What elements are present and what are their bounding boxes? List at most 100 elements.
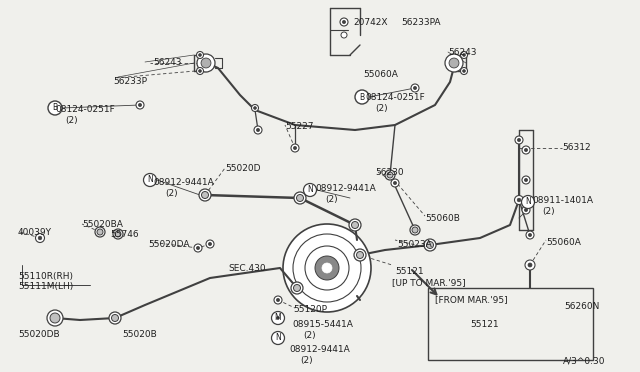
Circle shape (426, 241, 433, 248)
Text: 08915-5441A: 08915-5441A (292, 320, 353, 329)
Text: 56243: 56243 (153, 58, 182, 67)
Text: 55023A: 55023A (397, 240, 432, 249)
Text: 55020DA: 55020DA (148, 240, 189, 249)
Text: (2): (2) (300, 356, 312, 365)
Circle shape (558, 303, 572, 317)
Circle shape (411, 84, 419, 92)
Circle shape (385, 170, 395, 180)
Text: SEC.430: SEC.430 (228, 264, 266, 273)
Circle shape (293, 234, 361, 302)
Circle shape (209, 243, 212, 246)
Text: B: B (360, 93, 365, 102)
Circle shape (97, 229, 103, 235)
Circle shape (525, 300, 535, 310)
Text: (2): (2) (542, 207, 555, 216)
Circle shape (50, 313, 60, 323)
Circle shape (196, 246, 200, 250)
Text: 55060A: 55060A (363, 70, 398, 79)
Circle shape (275, 314, 282, 321)
Circle shape (47, 310, 63, 326)
Circle shape (461, 51, 467, 58)
Circle shape (35, 234, 45, 243)
Circle shape (111, 314, 118, 321)
Circle shape (522, 146, 530, 154)
Text: (2): (2) (303, 331, 316, 340)
Circle shape (515, 136, 523, 144)
Circle shape (303, 183, 317, 196)
Circle shape (138, 103, 141, 107)
Circle shape (355, 90, 369, 104)
Text: 55060B: 55060B (425, 214, 460, 223)
Text: (2): (2) (325, 195, 338, 204)
Text: 55121: 55121 (470, 320, 499, 329)
Circle shape (394, 182, 397, 185)
Text: B: B (52, 103, 58, 112)
Circle shape (463, 54, 465, 57)
Text: 55111M(LH): 55111M(LH) (18, 282, 73, 291)
Circle shape (526, 231, 534, 239)
Text: 08124-0251F: 08124-0251F (55, 105, 115, 114)
Circle shape (294, 192, 306, 204)
Circle shape (354, 249, 366, 261)
Circle shape (201, 58, 211, 68)
Text: 08911-1401A: 08911-1401A (532, 196, 593, 205)
Text: A/3^0.30: A/3^0.30 (563, 356, 605, 365)
Circle shape (305, 246, 349, 290)
Circle shape (38, 236, 42, 240)
Text: 08912-9441A: 08912-9441A (153, 178, 214, 187)
Circle shape (561, 305, 570, 314)
Text: 56233P: 56233P (113, 77, 147, 86)
Circle shape (196, 51, 204, 58)
Circle shape (412, 227, 418, 233)
Circle shape (529, 233, 532, 237)
Text: (2): (2) (375, 104, 388, 113)
Text: N: N (525, 198, 531, 206)
Text: 55120P: 55120P (293, 305, 327, 314)
Circle shape (413, 86, 417, 90)
Circle shape (524, 148, 527, 152)
Circle shape (113, 229, 123, 239)
Circle shape (276, 317, 280, 320)
Circle shape (525, 260, 535, 270)
Circle shape (274, 296, 282, 304)
Text: 08124-0251F: 08124-0251F (365, 93, 425, 102)
Circle shape (522, 196, 534, 208)
Text: 20742X: 20742X (353, 18, 387, 27)
Text: 40039Y: 40039Y (18, 228, 52, 237)
Circle shape (522, 206, 530, 214)
Circle shape (294, 285, 301, 292)
Text: 55227: 55227 (285, 122, 314, 131)
Circle shape (528, 263, 532, 267)
Circle shape (351, 221, 358, 228)
Text: (2): (2) (65, 116, 77, 125)
Circle shape (517, 198, 521, 202)
Circle shape (438, 340, 447, 350)
Circle shape (95, 227, 105, 237)
Circle shape (522, 176, 530, 184)
Circle shape (198, 54, 202, 57)
Circle shape (291, 282, 303, 294)
Circle shape (391, 179, 399, 187)
Circle shape (528, 303, 532, 307)
Circle shape (271, 311, 285, 324)
Circle shape (109, 312, 121, 324)
Text: 55121: 55121 (395, 267, 424, 276)
Circle shape (199, 189, 211, 201)
Text: 56230: 56230 (375, 168, 404, 177)
Text: 55060A: 55060A (546, 238, 581, 247)
Circle shape (341, 32, 347, 38)
Text: 55746: 55746 (110, 230, 139, 239)
Circle shape (296, 195, 303, 202)
Text: 55020B: 55020B (122, 330, 157, 339)
Text: N: N (307, 186, 313, 195)
Circle shape (515, 196, 524, 205)
Text: 56260N: 56260N (564, 302, 600, 311)
Circle shape (196, 67, 204, 74)
Circle shape (202, 192, 209, 199)
Circle shape (271, 331, 285, 344)
Circle shape (315, 256, 339, 280)
Text: 55110R(RH): 55110R(RH) (18, 272, 73, 281)
Text: 55020BA: 55020BA (82, 220, 123, 229)
Circle shape (254, 126, 262, 134)
Circle shape (143, 173, 157, 186)
